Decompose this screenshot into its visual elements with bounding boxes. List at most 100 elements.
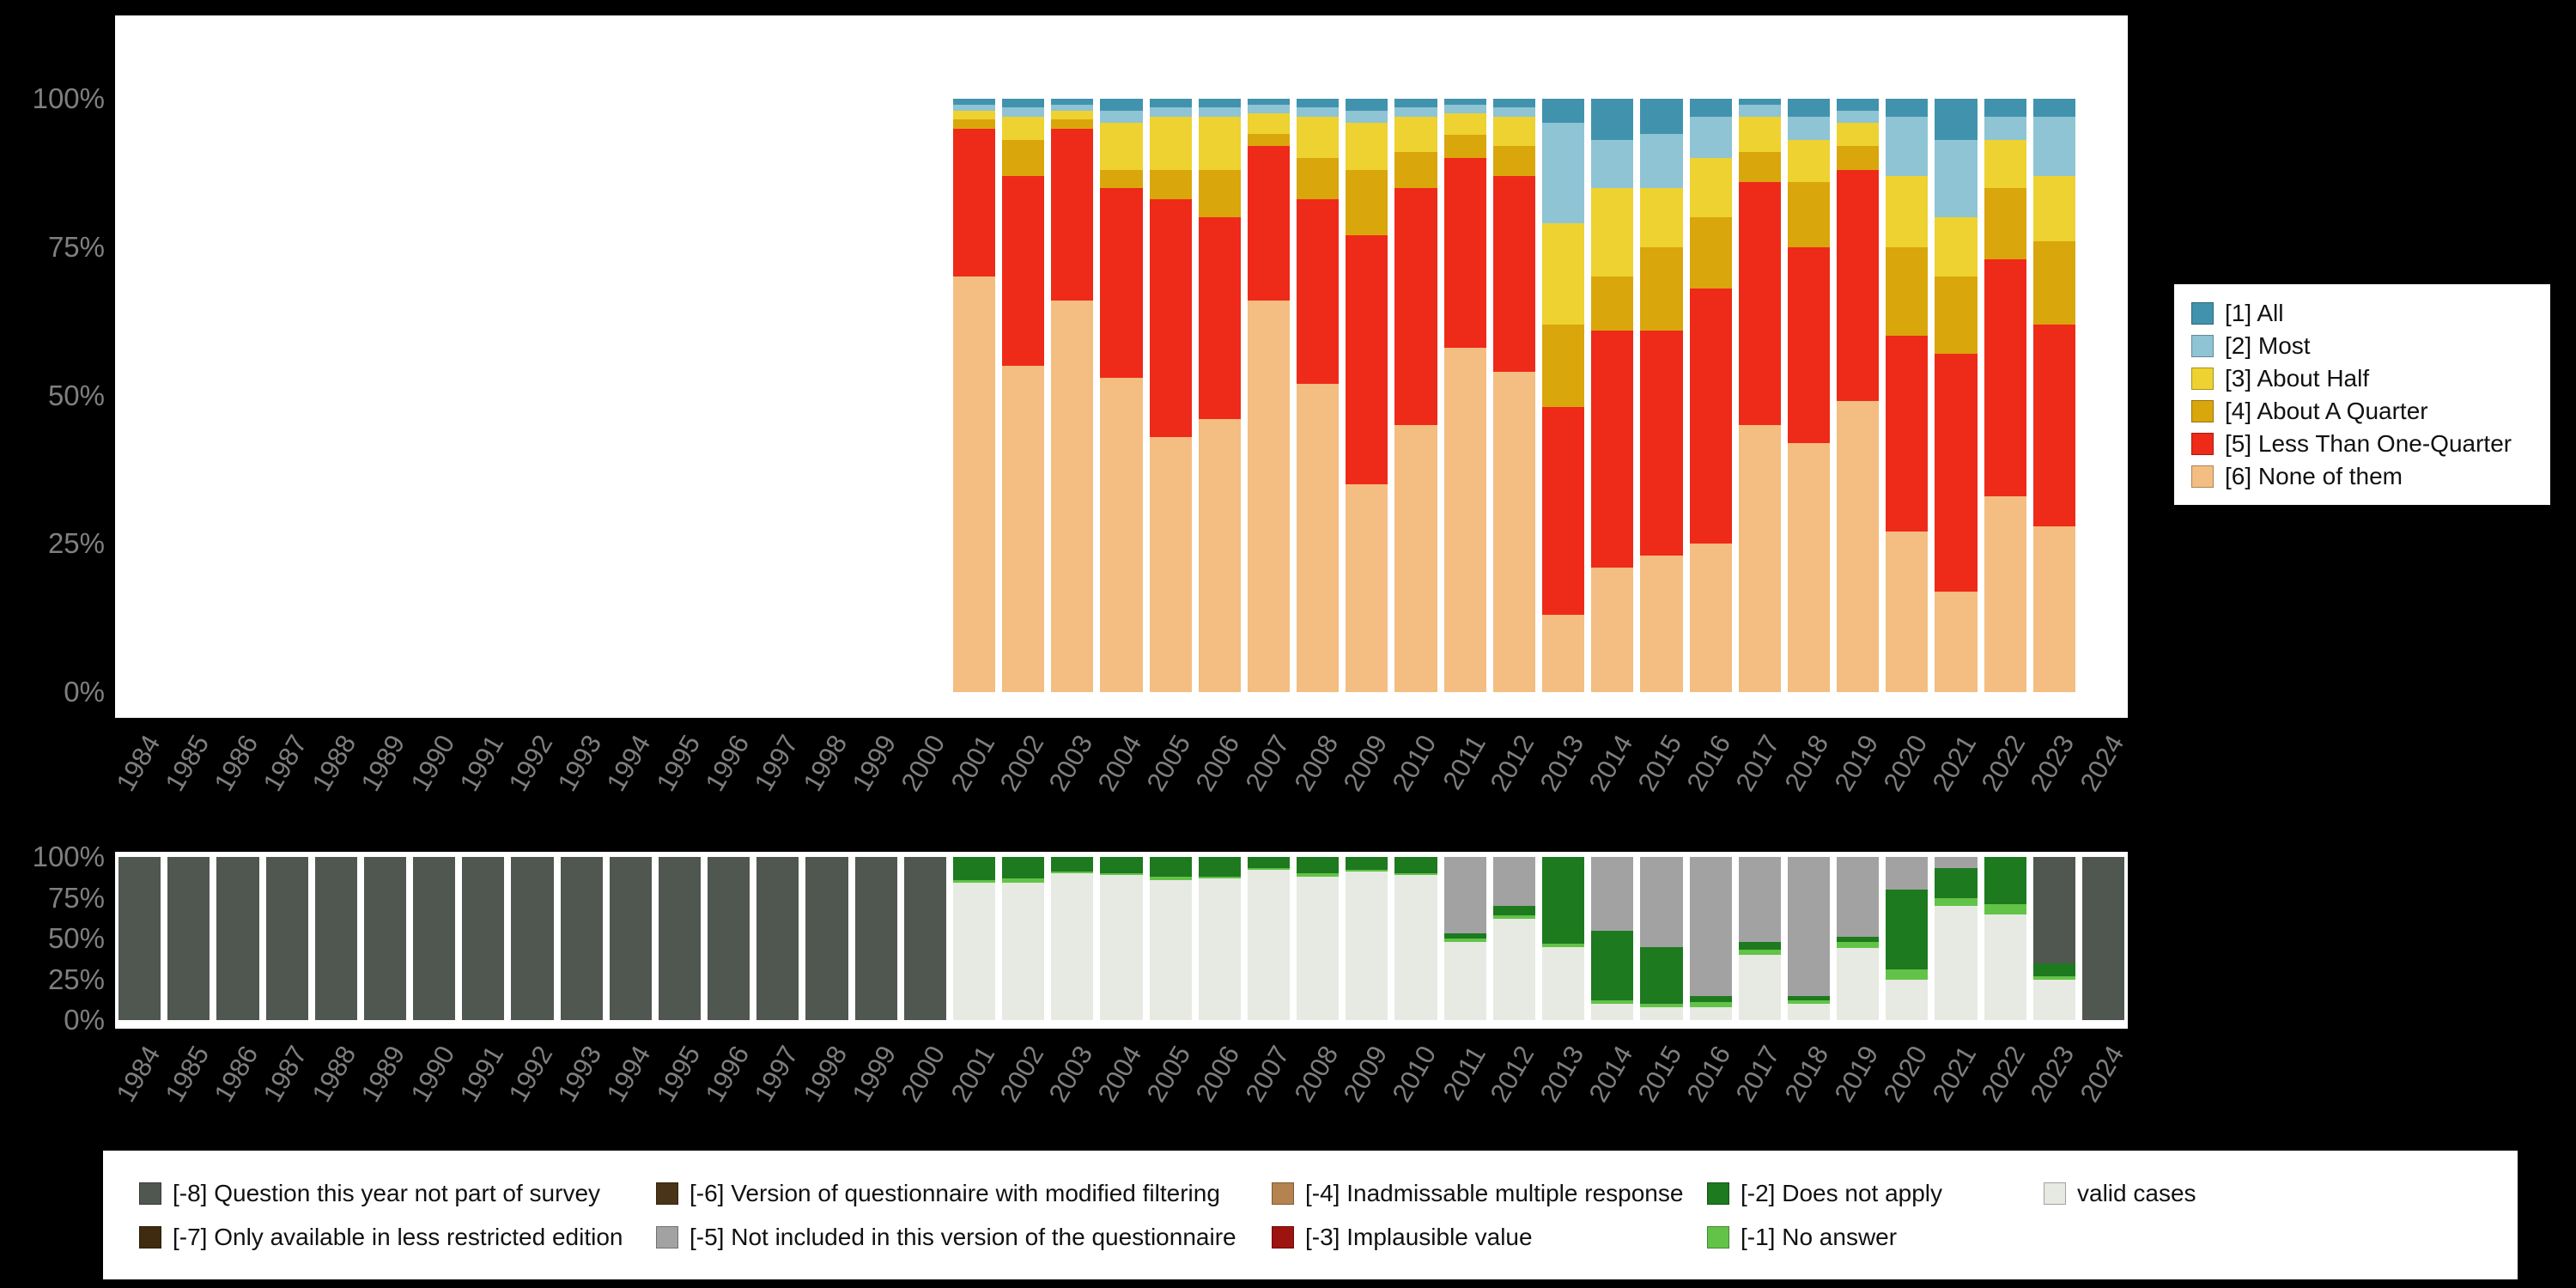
- x-tick-label: 1991: [453, 1041, 510, 1108]
- about-a-quarter-segment-2017: [1738, 152, 1781, 182]
- x-tick-1991: 1991: [453, 723, 509, 843]
- not-part-of-survey-segment-2000: [903, 857, 946, 1020]
- x-tick-1995: 1995: [650, 1034, 706, 1154]
- x-tick-label: 2000: [895, 1041, 951, 1108]
- bar-slot-2004: [1097, 857, 1145, 1020]
- bar-slot-1988: [312, 857, 361, 1020]
- none-of-them-segment-2003: [1051, 300, 1094, 692]
- x-tick-label: 2005: [1140, 1041, 1197, 1108]
- bar-1991: [462, 857, 505, 1020]
- does-not-apply-segment-2013: [1541, 857, 1585, 944]
- less-than-one-quarter-segment-2011: [1443, 158, 1486, 349]
- no-answer-segment-2004: [1100, 873, 1143, 875]
- legend-label: valid cases: [2077, 1180, 2196, 1206]
- x-tick-1984: 1984: [110, 723, 166, 843]
- x-tick-2001: 2001: [945, 723, 1000, 843]
- x-tick-label: 2021: [1926, 1041, 1983, 1108]
- most-segment-2002: [1002, 107, 1045, 117]
- most-segment-2007: [1247, 104, 1291, 114]
- most-segment-2008: [1297, 107, 1340, 117]
- most-segment-2005: [1149, 107, 1192, 117]
- bar-slot-1992: [507, 857, 556, 1020]
- does-not-apply-segment-2007: [1247, 857, 1291, 869]
- bar-1997: [756, 857, 799, 1020]
- no-answer-segment-2009: [1346, 870, 1388, 872]
- bar-2022: [1984, 99, 2026, 692]
- bar-2024: [2081, 857, 2125, 1020]
- x-tick-2016: 2016: [1681, 723, 1737, 843]
- x-tick-1988: 1988: [307, 1034, 362, 1154]
- x-tick-2007: 2007: [1239, 1034, 1295, 1154]
- bar-2008: [1297, 857, 1340, 1020]
- most-segment-2010: [1394, 107, 1437, 117]
- about-half-segment-2020: [1886, 175, 1929, 247]
- bar-1985: [167, 857, 210, 1020]
- x-tick-label: 2012: [1484, 730, 1540, 797]
- not-part-of-survey-segment-2023: [2032, 857, 2075, 963]
- no-answer-segment-2014: [1591, 1000, 1634, 1004]
- x-tick-label: 2002: [993, 1041, 1049, 1108]
- valid-cases-segment-2011: [1443, 941, 1486, 1020]
- bar-2007: [1247, 857, 1291, 1020]
- bar-2016: [1689, 99, 1732, 692]
- x-tick-label: 1995: [650, 730, 706, 797]
- x-tick-2017: 2017: [1730, 1034, 1786, 1154]
- bar-slot-2011: [1441, 99, 1490, 692]
- does-not-apply-segment-2014: [1591, 930, 1634, 1001]
- bar-1998: [805, 857, 848, 1020]
- about-a-quarter-segment-2021: [1935, 276, 1978, 355]
- x-tick-2021: 2021: [1926, 1034, 1982, 1154]
- does-not-apply-segment-2022: [1984, 857, 2026, 905]
- legend-label: [-3] Implausible value: [1305, 1224, 1533, 1250]
- x-tick-2005: 2005: [1141, 1034, 1197, 1154]
- bar-2020: [1886, 99, 1929, 692]
- x-tick-2010: 2010: [1387, 1034, 1443, 1154]
- legend-label: [3] About Half: [2225, 365, 2370, 392]
- bar-slot-2013: [1539, 857, 1588, 1020]
- bar-slot-2023: [2030, 99, 2079, 692]
- less-than-one-quarter-segment-2021: [1935, 354, 1978, 592]
- bar-slot-2017: [1735, 857, 1784, 1020]
- x-tick-2008: 2008: [1288, 1034, 1344, 1154]
- bar-slot-2006: [1195, 99, 1244, 692]
- about-half-segment-2022: [1984, 140, 2026, 188]
- x-tick-label: 1990: [404, 1041, 460, 1108]
- x-tick-1993: 1993: [552, 1034, 608, 1154]
- x-tick-label: 1987: [257, 1041, 313, 1108]
- legend-item: [4] About A Quarter: [2191, 398, 2533, 424]
- less-than-one-quarter-segment-2022: [1984, 258, 2026, 496]
- all-segment-2007: [1247, 99, 1291, 105]
- not-part-of-survey-segment-1984: [118, 857, 161, 1020]
- legend-label: [-1] No answer: [1741, 1224, 1898, 1250]
- legend-label: [-7] Only available in less restricted e…: [173, 1224, 623, 1250]
- bar-slot-2008: [1293, 857, 1342, 1020]
- legend-item: [1] All: [2191, 300, 2533, 326]
- does-not-apply-segment-2001: [952, 857, 996, 880]
- legend-item: [-1] No answer: [1707, 1224, 2044, 1250]
- x-tick-1998: 1998: [798, 1034, 854, 1154]
- about-half-segment-2021: [1935, 217, 1978, 277]
- x-tick-1995: 1995: [650, 723, 706, 843]
- missing-values-legend: [-8] Question this year not part of surv…: [103, 1151, 2518, 1279]
- bar-slot-1991: [459, 99, 507, 692]
- not-included-in-this-version-segment-2021: [1935, 857, 1978, 869]
- none-of-them-segment-2001: [952, 276, 996, 692]
- about-a-quarter-segment-2018: [1787, 181, 1831, 247]
- legend-swatch: [2191, 334, 2214, 357]
- about-a-quarter-segment-2016: [1689, 217, 1732, 289]
- x-tick-2022: 2022: [1976, 1034, 2032, 1154]
- bar-slot-1989: [361, 857, 410, 1020]
- x-tick-label: 1989: [355, 730, 411, 797]
- x-tick-label: 2018: [1778, 730, 1835, 797]
- bar-slot-1995: [655, 857, 704, 1020]
- x-tick-1984: 1984: [110, 1034, 166, 1154]
- not-part-of-survey-segment-1989: [363, 857, 407, 1020]
- valid-cases-segment-2008: [1297, 876, 1340, 1020]
- bar-slot-2009: [1342, 857, 1391, 1020]
- bar-slot-2016: [1686, 99, 1735, 692]
- x-tick-1990: 1990: [404, 1034, 460, 1154]
- valid-cases-segment-2018: [1787, 1004, 1831, 1020]
- x-tick-label: 2016: [1680, 1041, 1737, 1108]
- x-tick-label: 2012: [1484, 1041, 1540, 1108]
- x-tick-label: 2013: [1534, 1041, 1589, 1108]
